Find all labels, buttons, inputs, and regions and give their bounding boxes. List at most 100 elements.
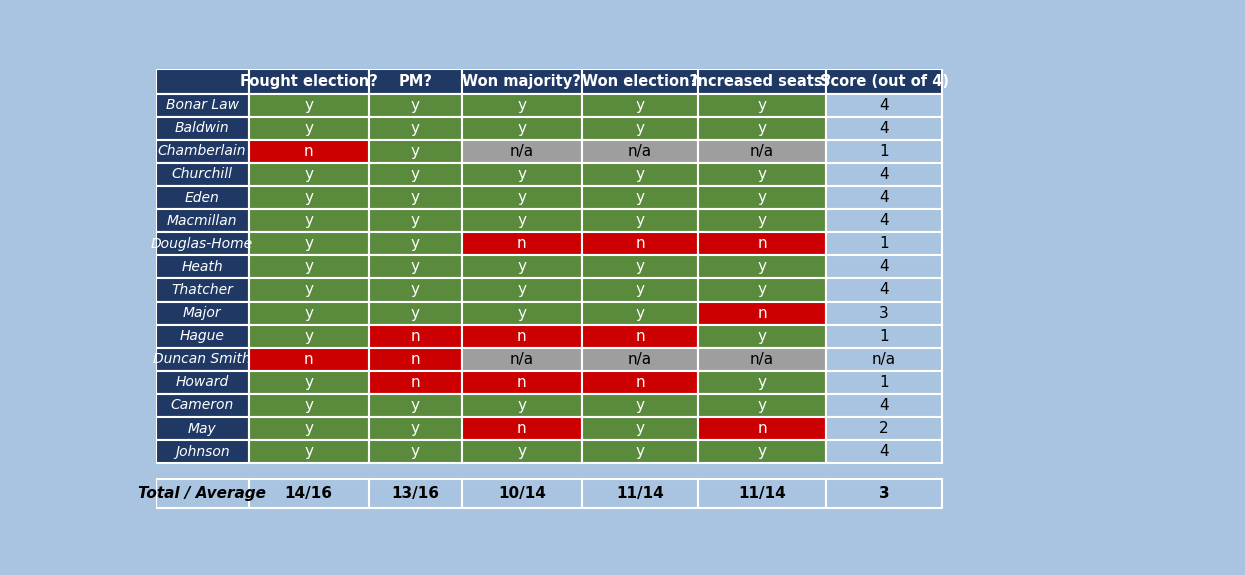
FancyBboxPatch shape: [825, 348, 942, 371]
FancyBboxPatch shape: [581, 348, 698, 371]
FancyBboxPatch shape: [156, 478, 249, 508]
Text: y: y: [757, 167, 767, 182]
Text: y: y: [411, 305, 420, 321]
FancyBboxPatch shape: [825, 209, 942, 232]
FancyBboxPatch shape: [369, 278, 462, 301]
Text: Howard: Howard: [176, 375, 229, 389]
FancyBboxPatch shape: [462, 478, 581, 508]
Text: y: y: [635, 259, 645, 274]
FancyBboxPatch shape: [825, 94, 942, 117]
FancyBboxPatch shape: [249, 278, 369, 301]
FancyBboxPatch shape: [825, 255, 942, 278]
FancyBboxPatch shape: [249, 478, 369, 508]
Text: y: y: [411, 213, 420, 228]
FancyBboxPatch shape: [369, 186, 462, 209]
Text: n: n: [757, 305, 767, 321]
Text: 1: 1: [879, 329, 889, 344]
FancyBboxPatch shape: [698, 394, 825, 417]
FancyBboxPatch shape: [825, 140, 942, 163]
Text: y: y: [757, 190, 767, 205]
FancyBboxPatch shape: [249, 325, 369, 348]
Text: y: y: [757, 121, 767, 136]
Text: Fought election?: Fought election?: [240, 74, 377, 89]
Text: Chamberlain: Chamberlain: [158, 144, 247, 158]
Text: y: y: [635, 282, 645, 297]
Text: y: y: [411, 190, 420, 205]
FancyBboxPatch shape: [698, 417, 825, 440]
Text: Churchill: Churchill: [172, 167, 233, 182]
FancyBboxPatch shape: [462, 278, 581, 301]
Text: y: y: [757, 444, 767, 459]
FancyBboxPatch shape: [825, 232, 942, 255]
Text: n/a: n/a: [509, 144, 534, 159]
FancyBboxPatch shape: [156, 463, 1120, 478]
FancyBboxPatch shape: [462, 348, 581, 371]
FancyBboxPatch shape: [581, 325, 698, 348]
FancyBboxPatch shape: [249, 94, 369, 117]
Text: 14/16: 14/16: [285, 486, 332, 501]
Text: 1: 1: [879, 236, 889, 251]
Text: 4: 4: [879, 398, 889, 413]
FancyBboxPatch shape: [369, 417, 462, 440]
FancyBboxPatch shape: [156, 394, 249, 417]
FancyBboxPatch shape: [698, 140, 825, 163]
Text: 1: 1: [879, 375, 889, 390]
FancyBboxPatch shape: [825, 278, 942, 301]
FancyBboxPatch shape: [156, 117, 249, 140]
FancyBboxPatch shape: [825, 69, 942, 94]
Text: n: n: [517, 375, 527, 390]
FancyBboxPatch shape: [462, 69, 581, 94]
FancyBboxPatch shape: [698, 255, 825, 278]
Text: y: y: [635, 190, 645, 205]
FancyBboxPatch shape: [156, 417, 249, 440]
FancyBboxPatch shape: [462, 232, 581, 255]
Text: y: y: [304, 305, 314, 321]
Text: 3: 3: [879, 486, 889, 501]
Text: y: y: [518, 213, 527, 228]
FancyBboxPatch shape: [462, 417, 581, 440]
Text: y: y: [635, 305, 645, 321]
Text: y: y: [757, 398, 767, 413]
FancyBboxPatch shape: [698, 186, 825, 209]
Text: n: n: [411, 352, 420, 367]
Text: Cameron: Cameron: [171, 398, 234, 412]
FancyBboxPatch shape: [698, 478, 825, 508]
Text: y: y: [518, 98, 527, 113]
FancyBboxPatch shape: [369, 209, 462, 232]
Text: y: y: [304, 398, 314, 413]
Text: n/a: n/a: [872, 352, 896, 367]
Text: n: n: [411, 329, 420, 344]
FancyBboxPatch shape: [156, 186, 249, 209]
FancyBboxPatch shape: [581, 117, 698, 140]
FancyBboxPatch shape: [249, 440, 369, 463]
FancyBboxPatch shape: [581, 209, 698, 232]
FancyBboxPatch shape: [581, 394, 698, 417]
Text: n: n: [757, 421, 767, 436]
FancyBboxPatch shape: [156, 209, 249, 232]
Text: 4: 4: [879, 167, 889, 182]
FancyBboxPatch shape: [369, 69, 462, 94]
Text: y: y: [304, 421, 314, 436]
FancyBboxPatch shape: [249, 209, 369, 232]
Text: y: y: [518, 167, 527, 182]
Text: n/a: n/a: [749, 352, 774, 367]
FancyBboxPatch shape: [249, 140, 369, 163]
Text: PM?: PM?: [398, 74, 432, 89]
Text: y: y: [411, 259, 420, 274]
FancyBboxPatch shape: [156, 94, 249, 117]
Text: y: y: [411, 444, 420, 459]
FancyBboxPatch shape: [369, 371, 462, 394]
FancyBboxPatch shape: [156, 232, 249, 255]
Text: y: y: [411, 421, 420, 436]
Text: y: y: [304, 190, 314, 205]
Text: y: y: [635, 98, 645, 113]
FancyBboxPatch shape: [156, 325, 249, 348]
FancyBboxPatch shape: [249, 163, 369, 186]
FancyBboxPatch shape: [462, 94, 581, 117]
Text: 4: 4: [879, 282, 889, 297]
FancyBboxPatch shape: [581, 478, 698, 508]
FancyBboxPatch shape: [462, 117, 581, 140]
Text: n: n: [635, 329, 645, 344]
FancyBboxPatch shape: [462, 209, 581, 232]
Text: Major: Major: [183, 306, 222, 320]
